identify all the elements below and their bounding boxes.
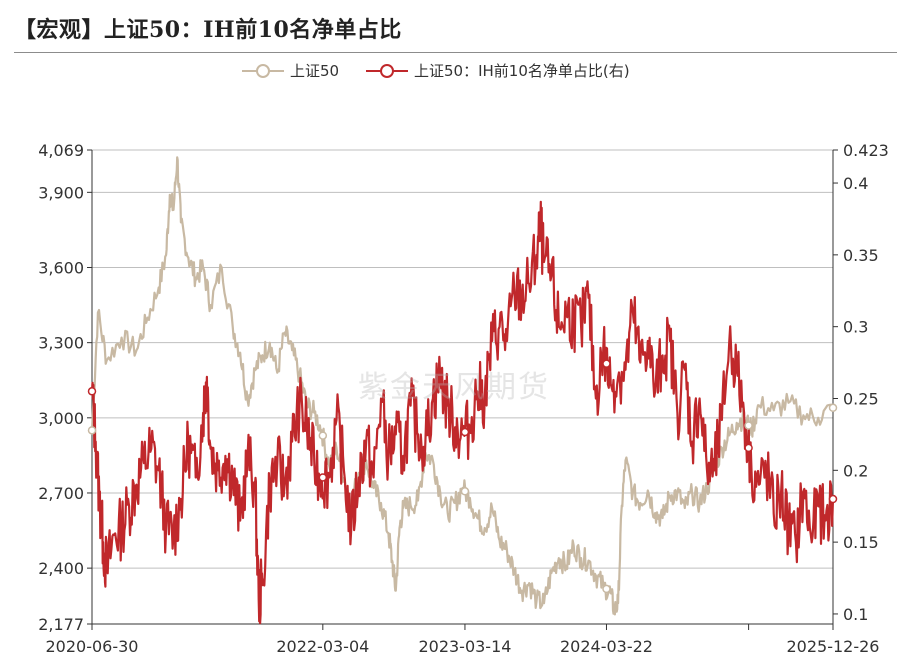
point-marker-sse50	[602, 584, 611, 594]
point-marker-sse50	[87, 426, 97, 435]
y-right-tick-label: 0.2	[843, 461, 868, 480]
y-right-tick-label: 0.15	[843, 533, 879, 552]
y-left-tick-label: 4,069	[38, 141, 84, 160]
point-marker-sse50	[318, 431, 328, 440]
legend-marker-ih-ratio-icon	[366, 63, 408, 78]
x-tick-label: 2025-12-26	[787, 637, 880, 656]
series-line-ih-ratio	[90, 200, 835, 625]
legend-label-ih-ratio: 上证50：IH前10名净单占比(右)	[414, 62, 630, 80]
y-left-tick-label: 2,700	[38, 484, 84, 503]
legend-label-sse50: 上证50	[290, 62, 340, 80]
x-tick-label: 2020-06-30	[46, 637, 139, 656]
legend[interactable]: 上证50 上证50：IH前10名净单占比(右)	[0, 56, 909, 86]
point-marker-ih-ratio	[828, 494, 838, 504]
y-left-tick-label: 2,400	[38, 559, 84, 578]
point-marker-ih-ratio	[460, 427, 470, 437]
point-marker-ih-ratio	[602, 359, 611, 368]
y-right-tick-label: 0.4	[843, 174, 868, 193]
point-marker-ih-ratio	[87, 387, 97, 396]
point-marker-ih-ratio	[744, 443, 753, 453]
legend-marker-sse50-icon	[242, 63, 284, 78]
x-tick-label: 2022-03-04	[276, 637, 369, 656]
legend-item-ih-ratio[interactable]: 上证50：IH前10名净单占比(右)	[366, 60, 630, 81]
series-line-sse50	[90, 156, 834, 616]
point-marker-ih-ratio	[318, 473, 328, 482]
watermark: 紫金天风期货	[358, 370, 550, 405]
point-marker-sse50	[828, 403, 838, 413]
y-left-tick-label: 3,300	[38, 334, 84, 353]
legend-item-sse50[interactable]: 上证50	[242, 60, 339, 81]
x-tick-label: 2024-03-22	[560, 637, 653, 656]
y-right-tick-label: 0.25	[843, 389, 879, 408]
y-right-tick-label: 0.3	[843, 318, 868, 337]
y-left-tick-label: 3,900	[38, 183, 84, 202]
chart-title: 【宏观】上证50：IH前10名净单占比	[14, 17, 402, 43]
point-marker-sse50	[460, 487, 470, 496]
y-left-tick-label: 3,600	[38, 258, 84, 277]
y-right-tick-label: 0.1	[843, 605, 868, 624]
x-tick-label: 2023-03-14	[418, 637, 511, 656]
y-left-tick-label: 3,000	[38, 409, 84, 428]
point-marker-sse50	[744, 421, 753, 430]
y-right-tick-label: 0.423	[843, 141, 889, 160]
title-divider	[14, 52, 897, 53]
y-left-tick-label: 2,177	[38, 615, 84, 634]
y-right-tick-label: 0.35	[843, 246, 879, 265]
